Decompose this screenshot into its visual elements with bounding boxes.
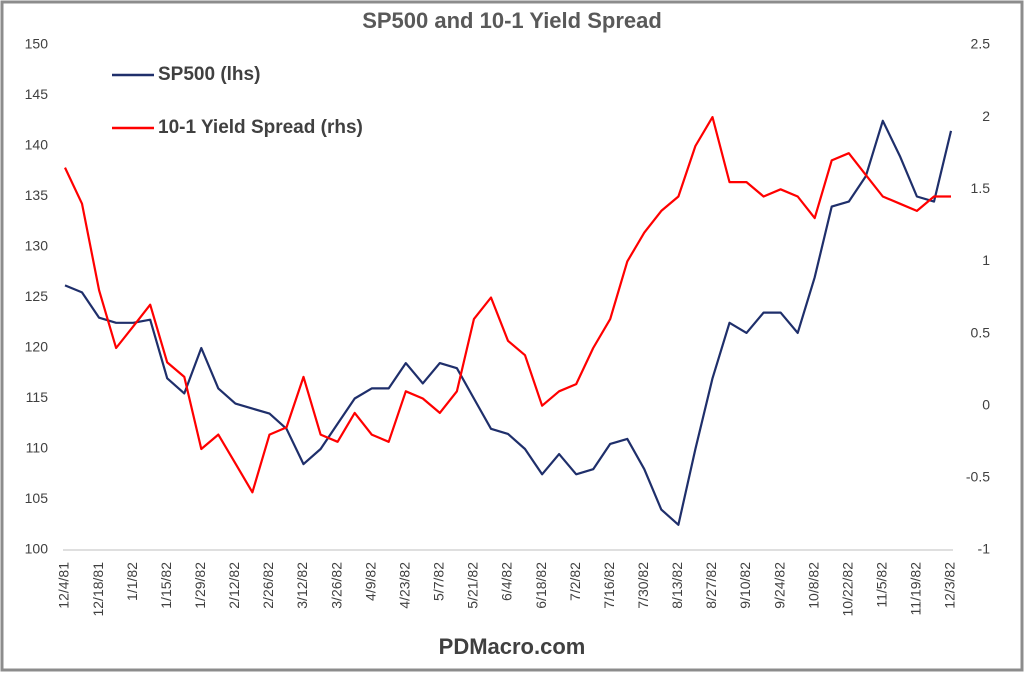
y-tick-label: 125 <box>25 288 49 304</box>
y-tick-label: 115 <box>26 389 49 405</box>
x-tick-label: 7/30/82 <box>635 562 651 609</box>
series-line <box>64 116 951 494</box>
y-tick-label: 105 <box>25 490 49 506</box>
y-tick-label: 135 <box>25 187 49 203</box>
x-tick-label: 12/18/81 <box>90 562 106 617</box>
x-tick-label: 12/4/81 <box>56 562 72 609</box>
x-tick-label: 5/21/82 <box>465 562 481 609</box>
x-tick-label: 7/16/82 <box>601 562 617 609</box>
series-line <box>64 119 953 526</box>
y2-tick-label: 1 <box>982 252 990 268</box>
y2-tick-label: 0.5 <box>971 324 991 340</box>
x-tick-label: 4/9/82 <box>362 562 378 601</box>
x-tick-label: 10/22/82 <box>839 562 855 617</box>
x-tick-label: 6/18/82 <box>533 562 549 609</box>
y-tick-label: 130 <box>25 238 49 254</box>
x-tick-label: 11/19/82 <box>908 562 924 616</box>
x-tick-label: 3/12/82 <box>294 562 310 609</box>
x-tick-label: 2/26/82 <box>260 562 276 609</box>
x-tick-label: 4/23/82 <box>396 562 412 609</box>
x-tick-label: 10/8/82 <box>805 562 821 609</box>
x-tick-label: 6/4/82 <box>499 562 515 601</box>
x-tick-label: 11/5/82 <box>874 562 890 608</box>
x-tick-label: 12/3/82 <box>942 562 958 609</box>
x-tick-label: 9/10/82 <box>737 562 753 609</box>
legend-label: 10-1 Yield Spread (rhs) <box>158 117 363 138</box>
source: PDMacro.com <box>439 634 586 659</box>
x-tick-label: 9/24/82 <box>771 562 787 609</box>
y2-tick-label: 2 <box>982 108 990 124</box>
x-tick-label: 8/13/82 <box>669 562 685 609</box>
y2-tick-label: -1 <box>978 541 991 557</box>
x-tick-label: 8/27/82 <box>703 562 719 609</box>
y2-tick-label: 2.5 <box>971 36 991 52</box>
x-tick-label: 2/12/82 <box>226 562 242 609</box>
legend-label: SP500 (lhs) <box>158 64 260 85</box>
x-tick-label: 1/15/82 <box>158 562 174 609</box>
y-tick-label: 110 <box>26 440 49 456</box>
y2-tick-label: -0.5 <box>966 469 990 485</box>
y-tick-label: 145 <box>25 86 49 102</box>
x-tick-label: 1/1/82 <box>124 562 140 601</box>
x-tick-label: 3/26/82 <box>328 562 344 609</box>
y-tick-label: 100 <box>25 541 49 557</box>
y-tick-label: 140 <box>25 137 49 153</box>
chart-title: SP500 and 10-1 Yield Spread <box>362 8 662 33</box>
x-tick-label: 7/2/82 <box>567 562 583 601</box>
y2-tick-label: 1.5 <box>971 180 991 196</box>
x-tick-label: 1/29/82 <box>192 562 208 609</box>
x-tick-label: 5/7/82 <box>431 562 447 601</box>
y2-tick-label: 0 <box>982 396 990 412</box>
y-tick-label: 150 <box>25 36 49 52</box>
y-tick-label: 120 <box>25 339 49 355</box>
